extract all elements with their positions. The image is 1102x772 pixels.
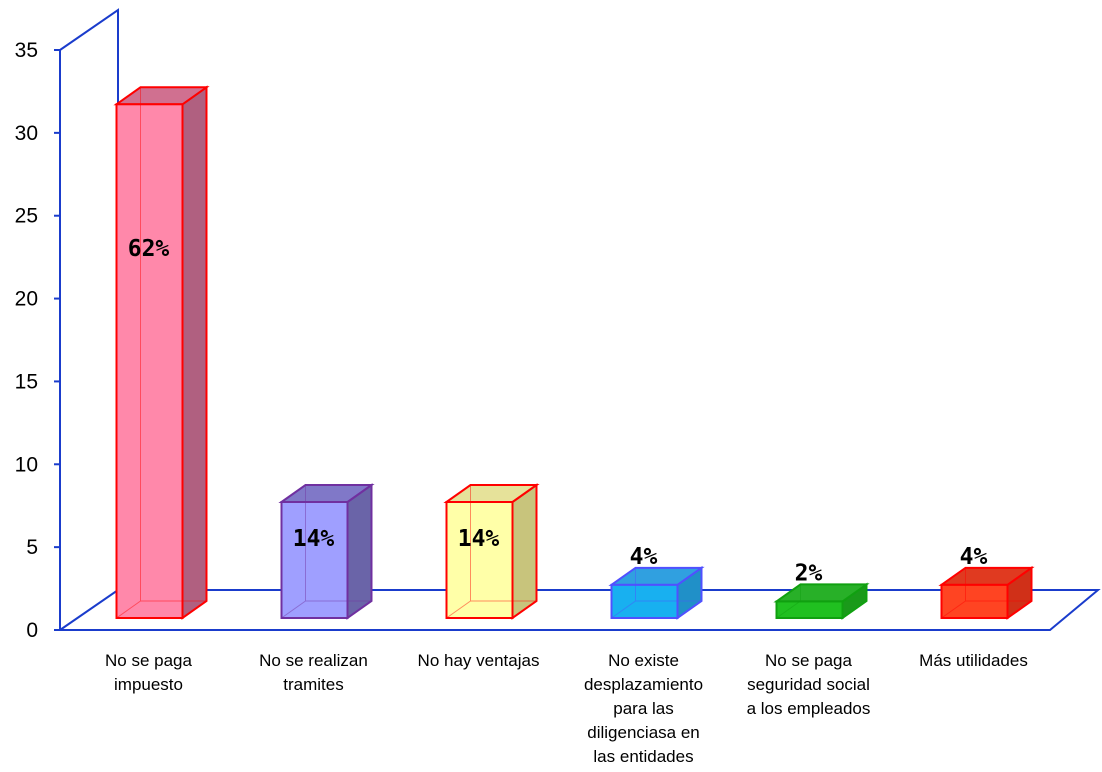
- bar-side: [511, 483, 538, 620]
- bar-back-edges: [941, 567, 1032, 619]
- y-tick-label: 10: [15, 453, 38, 476]
- x-tick-label-line: diligenciasa en: [587, 723, 699, 742]
- x-tick-label: No se paga seguridad social a los empleado…: [747, 651, 871, 718]
- x-tick-label-line: desplazamiento: [584, 675, 703, 694]
- x-tick-label-line: Más utilidades: [919, 651, 1028, 670]
- x-tick-label-line: No se paga: [765, 651, 852, 670]
- y-tick-label: 25: [15, 205, 38, 228]
- x-tick-label-line: tramites: [283, 675, 343, 694]
- bar: [278, 483, 375, 620]
- data-label: 4%: [960, 544, 988, 570]
- x-tick-label-line: No existe: [608, 651, 679, 670]
- y-tick-label: 5: [26, 536, 38, 559]
- floor-plane: [56, 589, 1101, 631]
- back-wall-line: [59, 8, 119, 590]
- x-tick-label: Más utilidades: [919, 651, 1028, 670]
- x-tick-label: No hay ventajas: [418, 651, 540, 670]
- x-tick-label: No existe desplazamiento para las diligenci…: [584, 651, 703, 766]
- category-labels: No se paga impuesto No se realizan tramites…: [105, 651, 1028, 766]
- bar: [608, 565, 705, 620]
- chart-axes: [56, 8, 1101, 631]
- bar: [113, 85, 210, 620]
- bar-back-edges: [281, 485, 372, 619]
- bar-back-edges: [446, 485, 537, 619]
- data-labels: 62% 14% 14% 4% 2% 4%: [128, 236, 988, 586]
- y-tick-label: 30: [15, 122, 38, 145]
- x-tick-label-line: seguridad social: [747, 675, 870, 694]
- data-label: 2%: [795, 560, 823, 586]
- data-label: 14%: [293, 526, 335, 552]
- bar: [938, 565, 1035, 620]
- bar-back-edges: [611, 567, 702, 619]
- bar-back-edges: [116, 87, 207, 619]
- x-tick-label: No se realizan tramites: [259, 651, 368, 694]
- bar-side: [346, 483, 373, 620]
- bar-side: [181, 85, 208, 620]
- bar: [773, 582, 870, 620]
- x-tick-label-line: las entidades: [593, 747, 693, 766]
- data-label: 4%: [630, 544, 658, 570]
- bar-front: [445, 501, 514, 619]
- bar-front: [280, 501, 349, 619]
- bar-back-edges: [776, 584, 867, 619]
- bar-front: [610, 583, 679, 619]
- x-tick-label-line: a los empleados: [747, 699, 871, 718]
- bar-front: [940, 583, 1009, 619]
- y-tick-label: 0: [26, 619, 38, 642]
- data-label: 62%: [128, 236, 170, 262]
- y-tick-label: 20: [15, 288, 38, 311]
- chart-bars: [113, 85, 1035, 620]
- x-tick-label-line: No se realizan: [259, 651, 368, 670]
- data-label: 14%: [458, 526, 500, 552]
- x-tick-label-line: No se paga: [105, 651, 192, 670]
- y-tick-label: 35: [15, 39, 38, 62]
- x-tick-label-line: para las: [613, 699, 673, 718]
- x-tick-label: No se paga impuesto: [105, 651, 192, 694]
- y-axis-ticks: 0 5 10 15 20 25 30 35: [15, 39, 60, 642]
- y-tick-label: 15: [15, 370, 38, 393]
- bar-front: [775, 600, 844, 620]
- bar: [443, 483, 540, 620]
- x-tick-label-line: impuesto: [114, 675, 183, 694]
- x-tick-label-line: No hay ventajas: [418, 651, 540, 670]
- bar-front: [115, 103, 184, 620]
